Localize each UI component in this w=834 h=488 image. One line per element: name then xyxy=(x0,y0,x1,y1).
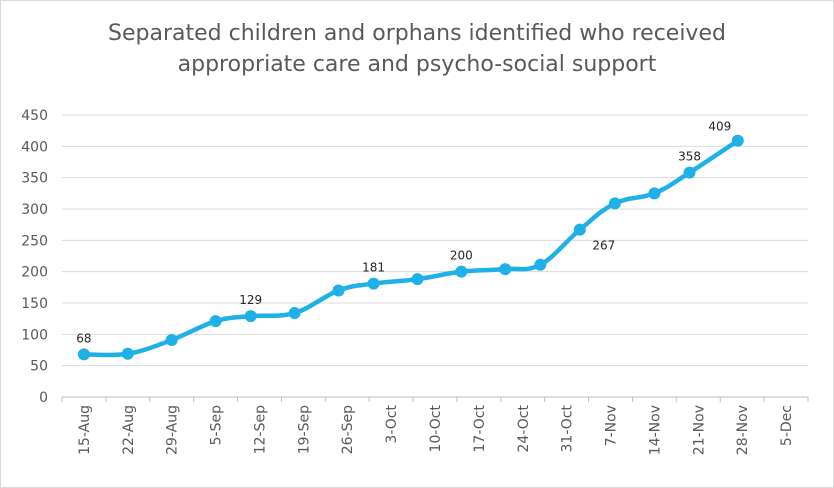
data-point xyxy=(455,265,468,278)
x-tick-label: 7-Nov xyxy=(604,405,620,446)
chart-title-line-1: Separated children and orphans identifie… xyxy=(108,21,726,46)
data-point xyxy=(411,273,424,286)
data-point xyxy=(209,315,222,328)
chart-title-line-2: appropriate care and psycho-social suppo… xyxy=(177,52,657,77)
chart-title: Separated children and orphans identifie… xyxy=(0,18,834,80)
data-point xyxy=(731,134,744,147)
x-tick-label: 31-Oct xyxy=(560,404,576,452)
data-point xyxy=(77,348,90,361)
x-tick-label: 5-Dec xyxy=(779,405,795,446)
x-tick-label: 12-Sep xyxy=(252,405,268,454)
y-tick-label: 100 xyxy=(21,327,48,343)
x-tick-label: 14-Nov xyxy=(647,405,663,455)
y-tick-label: 50 xyxy=(30,359,48,375)
y-tick-label: 450 xyxy=(21,108,48,124)
data-point xyxy=(244,310,257,323)
x-tick-label: 17-Oct xyxy=(472,404,488,452)
data-label: 200 xyxy=(450,249,473,263)
y-tick-label: 150 xyxy=(21,296,48,312)
x-tick-label: 22-Aug xyxy=(121,405,137,455)
data-point xyxy=(648,187,661,200)
data-point xyxy=(573,223,586,236)
data-point xyxy=(534,258,547,271)
series-line xyxy=(81,138,741,358)
data-point xyxy=(121,347,134,360)
x-tick-label: 21-Nov xyxy=(691,405,707,455)
x-tick-label: 28-Nov xyxy=(735,405,751,455)
data-label: 267 xyxy=(592,239,615,253)
data-point xyxy=(367,277,380,290)
x-tick-label: 26-Sep xyxy=(340,405,356,454)
data-point xyxy=(332,284,345,297)
data-point xyxy=(683,166,696,179)
x-tick-label: 29-Aug xyxy=(165,405,181,455)
data-label: 68 xyxy=(76,331,91,345)
y-tick-label: 200 xyxy=(21,265,48,281)
data-point xyxy=(499,263,512,276)
x-tick-label: 15-Aug xyxy=(77,405,93,455)
data-label: 409 xyxy=(708,120,731,134)
x-tick-label: 24-Oct xyxy=(516,404,532,452)
data-point xyxy=(165,333,178,346)
y-tick-label: 0 xyxy=(39,390,48,406)
y-tick-label: 350 xyxy=(21,171,48,187)
data-label: 129 xyxy=(239,293,262,307)
y-tick-label: 300 xyxy=(21,202,48,218)
x-tick-label: 10-Oct xyxy=(428,404,444,452)
x-tick-label: 3-Oct xyxy=(384,404,400,443)
data-point xyxy=(608,197,621,210)
x-tick-label: 5-Sep xyxy=(209,405,225,445)
y-tick-label: 250 xyxy=(21,233,48,249)
data-label: 358 xyxy=(678,150,701,164)
data-label: 181 xyxy=(362,261,385,275)
data-point xyxy=(288,307,301,320)
y-tick-label: 400 xyxy=(21,139,48,155)
x-tick-label: 19-Sep xyxy=(296,405,312,454)
